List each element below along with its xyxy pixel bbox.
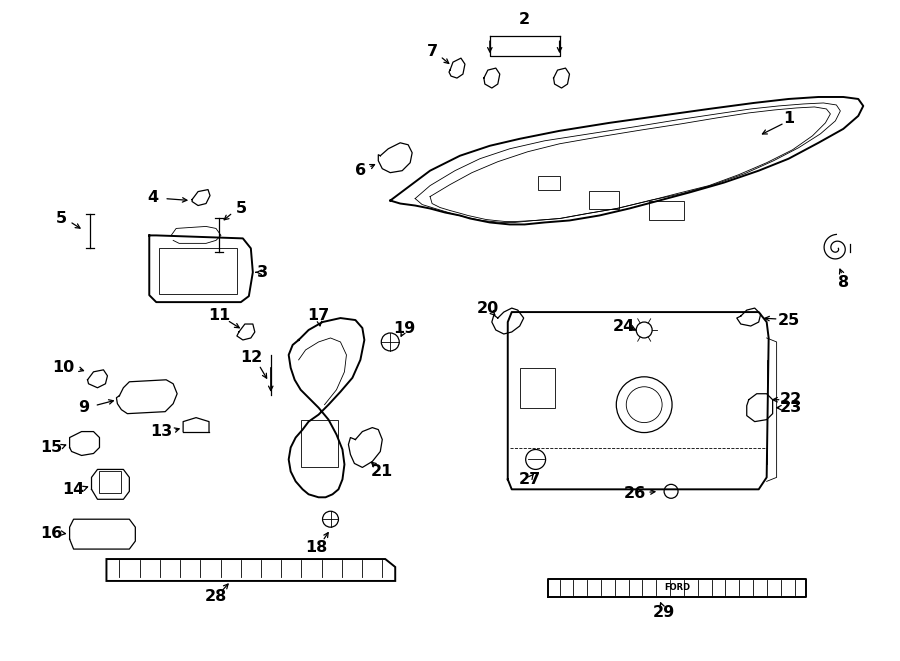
Text: 17: 17 [308, 307, 329, 323]
Text: 9: 9 [78, 400, 89, 415]
Bar [301, 420, 338, 467]
Text: 22: 22 [779, 392, 802, 407]
Text: 5: 5 [56, 211, 68, 226]
Text: 29: 29 [653, 605, 675, 620]
Text: 20: 20 [477, 301, 499, 315]
Text: 25: 25 [778, 313, 800, 328]
Text: FORD: FORD [664, 584, 690, 592]
Text: 23: 23 [779, 400, 802, 415]
Text: 26: 26 [624, 486, 646, 501]
Text: 5: 5 [235, 201, 247, 216]
Text: 11: 11 [208, 307, 230, 323]
Text: 16: 16 [40, 525, 63, 541]
Bar [519, 368, 554, 408]
Text: 2: 2 [519, 12, 530, 27]
Bar [649, 200, 684, 221]
Text: 12: 12 [239, 350, 262, 366]
Text: 27: 27 [518, 472, 541, 487]
Bar [590, 190, 619, 208]
Text: 6: 6 [355, 163, 366, 178]
Text: 19: 19 [393, 321, 415, 336]
Text: 24: 24 [613, 319, 635, 334]
Bar [537, 176, 560, 190]
Text: 28: 28 [205, 590, 227, 604]
Text: 1: 1 [783, 112, 794, 126]
Bar [159, 249, 237, 294]
Text: 10: 10 [52, 360, 75, 375]
Text: 15: 15 [40, 440, 63, 455]
Text: 13: 13 [150, 424, 172, 439]
Text: 4: 4 [148, 190, 158, 205]
Bar [100, 471, 122, 493]
Text: 14: 14 [62, 482, 85, 497]
Text: 8: 8 [838, 275, 849, 290]
Text: 7: 7 [427, 44, 437, 59]
Text: 18: 18 [305, 539, 328, 555]
Text: 3: 3 [257, 265, 268, 280]
Text: 21: 21 [371, 464, 393, 479]
